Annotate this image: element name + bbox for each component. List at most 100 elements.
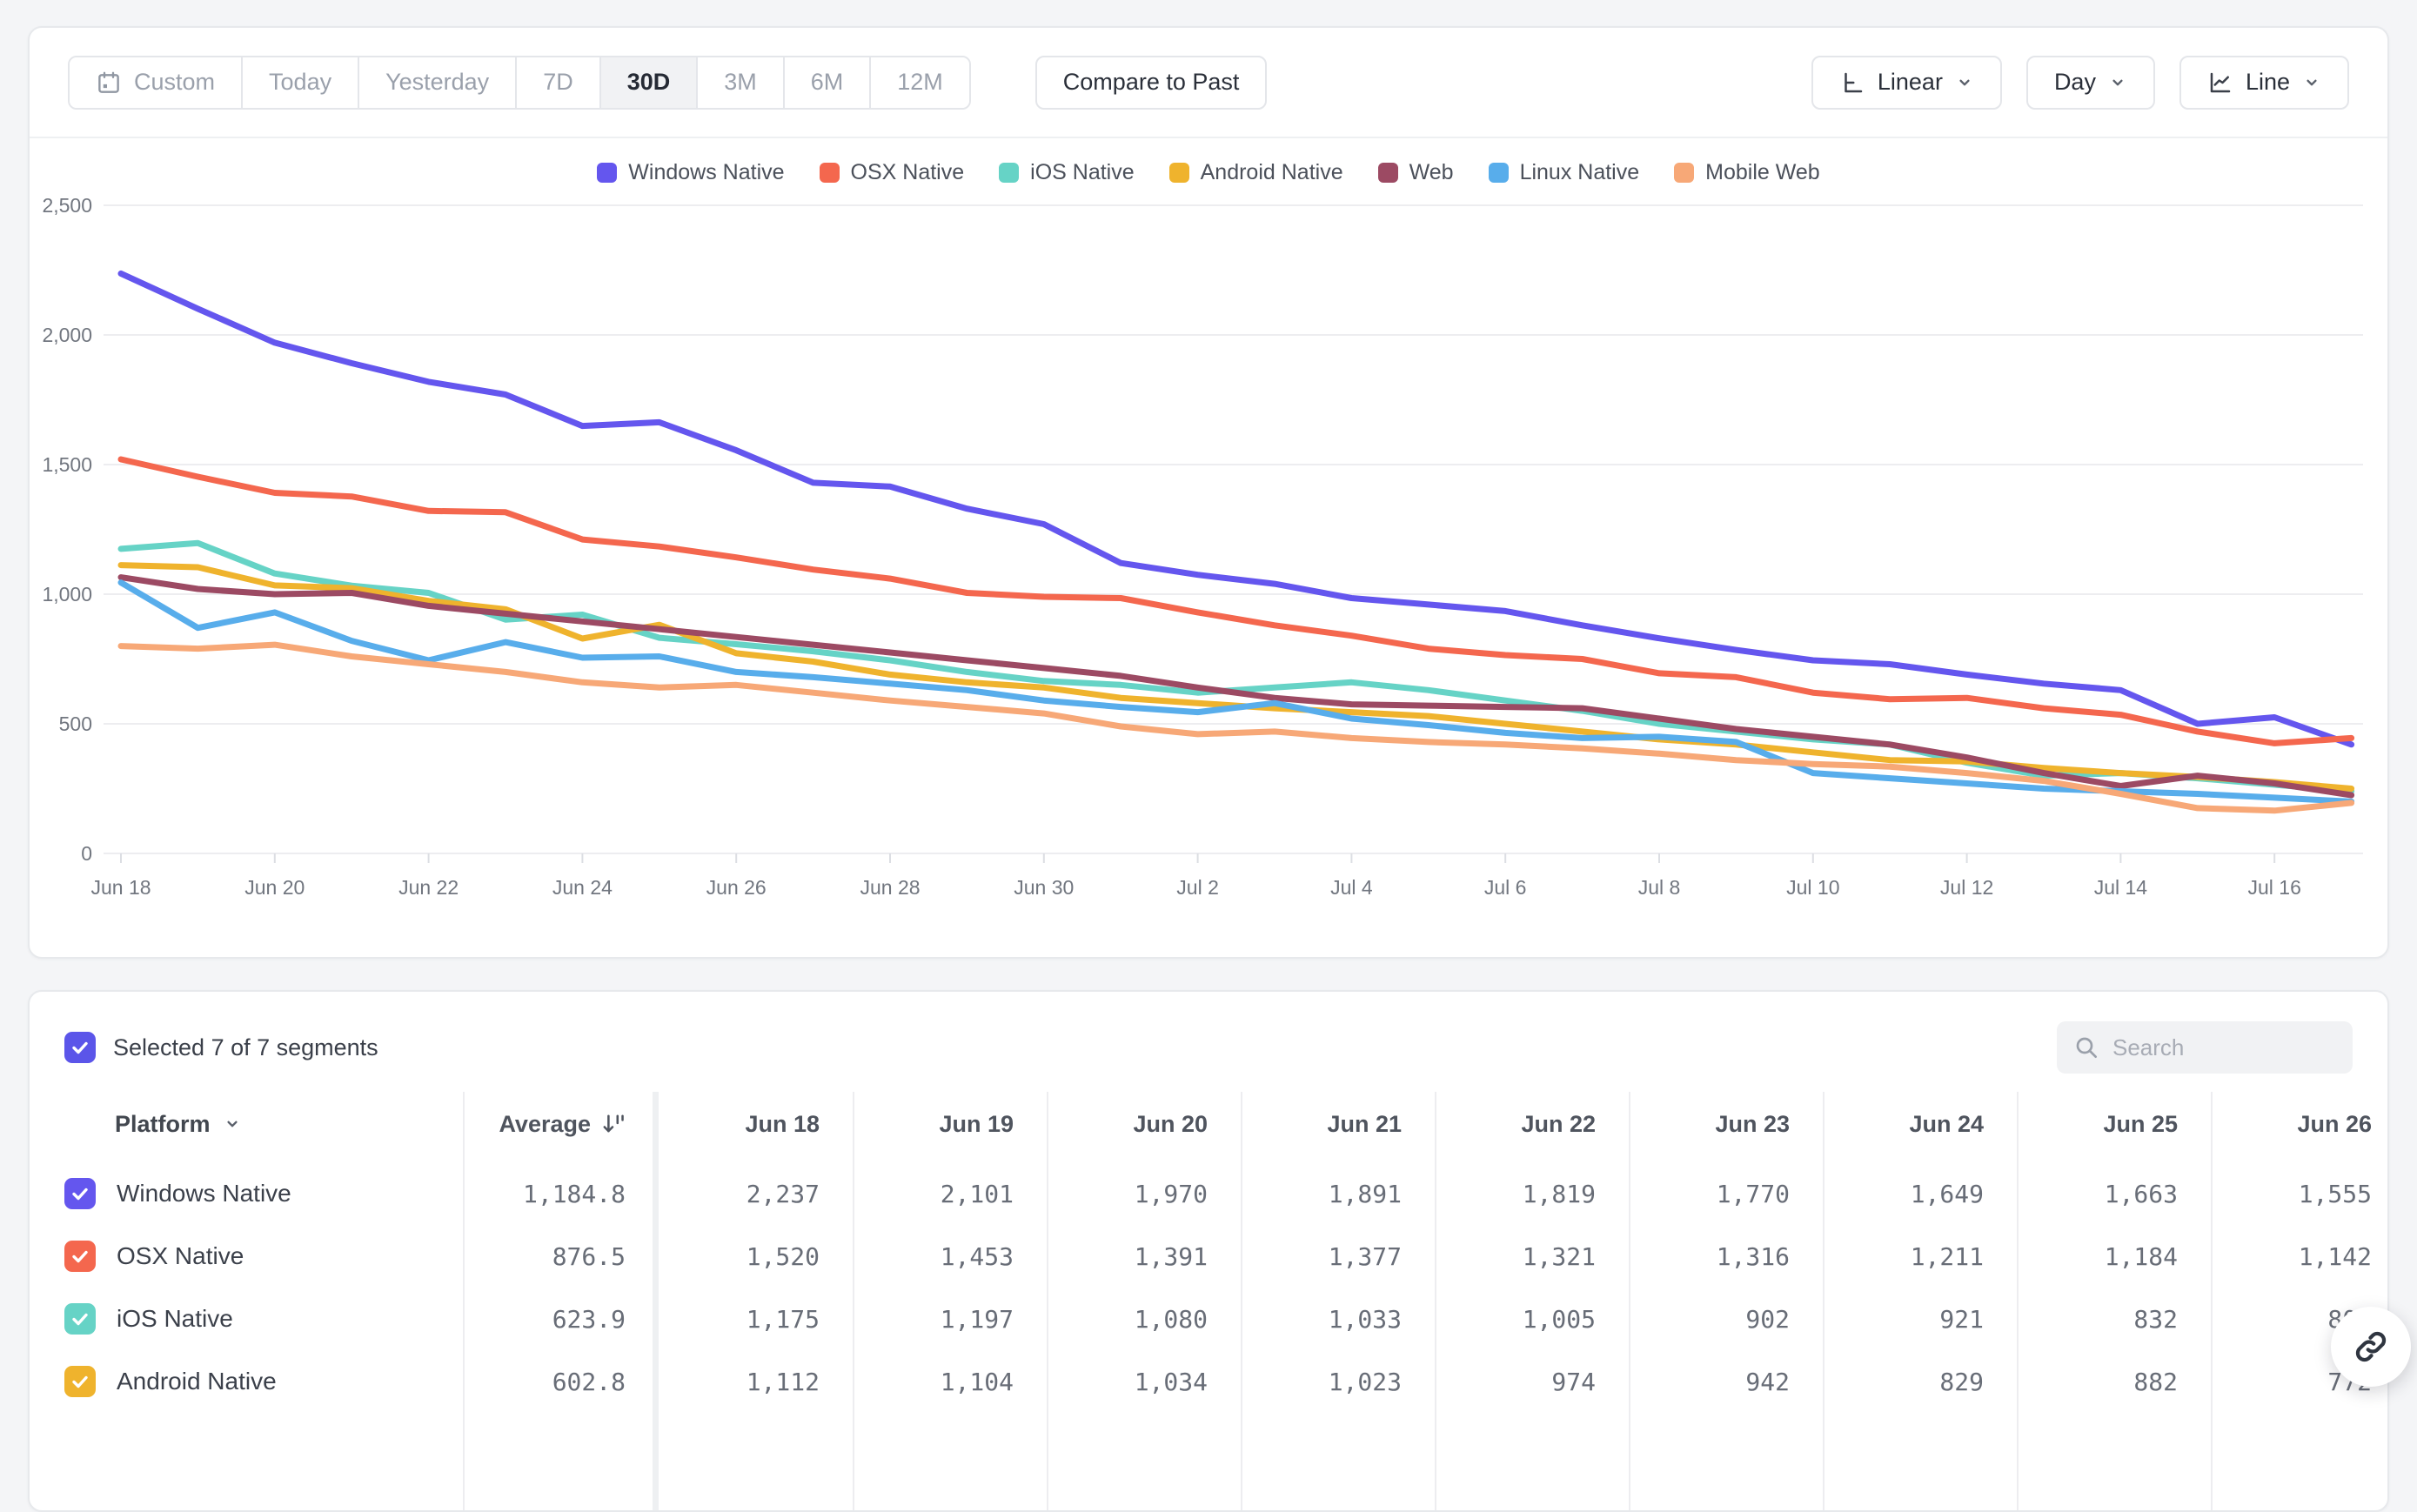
legend-swatch <box>597 163 618 183</box>
date-column-header[interactable]: Jun 18 <box>745 1110 820 1137</box>
interval-dropdown[interactable]: Day <box>2025 55 2155 110</box>
day-value: 1,316 <box>1716 1241 1790 1271</box>
chart-canvas[interactable]: 0 500 1,000 1,500 2,000 2,500 Jun 18 Jun 20 Jun … <box>30 158 2391 950</box>
range-custom-button[interactable]: Custom <box>70 57 242 108</box>
day-value: 1,321 <box>1522 1241 1596 1271</box>
platform-label: OSX Native <box>117 1242 244 1269</box>
chart-legend: Windows Native OSX Native iOS Native Androi… <box>30 160 2387 185</box>
average-value: 876.5 <box>552 1241 626 1271</box>
legend-label: OSX Native <box>850 160 965 184</box>
day-value: 1,520 <box>746 1241 820 1271</box>
x-axis-tick-label: Jul 4 <box>1330 876 1373 899</box>
scale-dropdown[interactable]: Linear <box>1811 55 2002 110</box>
check-icon <box>72 1041 88 1054</box>
legend-swatch <box>1168 163 1189 183</box>
segment-checkbox[interactable] <box>64 1366 96 1397</box>
day-value: 1,033 <box>1328 1304 1402 1334</box>
legend-item-osx-native[interactable]: OSX Native <box>819 160 965 185</box>
compare-to-past-label: Compare to Past <box>1062 69 1240 95</box>
chevron-down-icon <box>2108 73 2127 92</box>
series-web[interactable] <box>117 574 2355 799</box>
date-column-header[interactable]: Jun 19 <box>939 1110 1014 1137</box>
range-label: 7D <box>543 69 573 95</box>
legend-item-android-native[interactable]: Android Native <box>1168 160 1343 185</box>
platform-label: Windows Native <box>117 1180 291 1207</box>
range-label: 3M <box>724 69 757 95</box>
series-osx-native[interactable] <box>117 456 2355 746</box>
x-axis-tick-label: Jun 24 <box>552 876 613 899</box>
x-axis-tick-label: Jul 14 <box>2094 876 2148 899</box>
platform-label: iOS Native <box>117 1305 233 1332</box>
series-linux-native[interactable] <box>117 579 2355 805</box>
select-all-checkbox[interactable] <box>64 1032 96 1063</box>
date-column-header[interactable]: Jun 25 <box>2103 1110 2178 1137</box>
segments-search <box>2057 1021 2353 1074</box>
range-today-button[interactable]: Today <box>241 57 358 108</box>
range-7d-button[interactable]: 7D <box>515 57 599 108</box>
day-value: 1,142 <box>2298 1241 2372 1271</box>
day-value: 1,555 <box>2298 1179 2372 1208</box>
range-12m-button[interactable]: 12M <box>869 57 969 108</box>
chart-card: Custom Today Yesterday 7D 30D 3M 6M 12M Compare… <box>28 26 2389 959</box>
column-divider <box>653 1092 659 1510</box>
legend-item-linux-native[interactable]: Linux Native <box>1488 160 1640 185</box>
segment-checkbox[interactable] <box>64 1241 96 1272</box>
date-column-header[interactable]: Jun 21 <box>1327 1110 1402 1137</box>
segment-checkbox[interactable] <box>64 1303 96 1335</box>
legend-item-web[interactable]: Web <box>1377 160 1454 185</box>
range-yesterday-button[interactable]: Yesterday <box>358 57 516 108</box>
legend-label: Linux Native <box>1519 160 1640 184</box>
x-axis-tick-label: Jul 2 <box>1176 876 1219 899</box>
link-icon <box>2352 1328 2390 1366</box>
series-android-native[interactable] <box>117 562 2355 792</box>
legend-label: Windows Native <box>628 160 785 184</box>
day-value: 1,391 <box>1134 1241 1208 1271</box>
legend-label: Android Native <box>1200 160 1343 184</box>
average-column-header[interactable]: Average <box>463 1111 659 1138</box>
interval-dropdown-label: Day <box>2053 69 2096 95</box>
table-row-android-native: Android Native 602.8 1,112 1,104 1,034 1,023 9… <box>30 1350 2387 1413</box>
line-chart-icon <box>2207 70 2233 96</box>
legend-item-ios-native[interactable]: iOS Native <box>999 160 1135 185</box>
day-value: 832 <box>2133 1304 2178 1334</box>
search-icon <box>2072 1034 2100 1061</box>
chart-type-dropdown[interactable]: Line <box>2179 55 2349 110</box>
date-column-header[interactable]: Jun 23 <box>1715 1110 1790 1137</box>
series-mobile-web[interactable] <box>117 641 2355 814</box>
day-value: 1,770 <box>1716 1179 1790 1208</box>
chart-type-dropdown-label: Line <box>2245 69 2290 95</box>
x-axis-tick-label: Jun 28 <box>860 876 920 899</box>
day-value: 1,034 <box>1134 1367 1208 1396</box>
platform-label: Android Native <box>117 1368 277 1395</box>
segments-table-card: Selected 7 of 7 segments Platform Averag… <box>28 990 2389 1512</box>
series-windows-native[interactable] <box>117 270 2355 748</box>
date-column-header[interactable]: Jun 22 <box>1521 1110 1596 1137</box>
x-axis-tick-label: Jul 16 <box>2248 876 2301 899</box>
check-icon <box>72 1250 88 1263</box>
table-row-ios-native: iOS Native 623.9 1,175 1,197 1,080 1,033 1,005… <box>30 1288 2387 1350</box>
search-input[interactable] <box>2112 1034 2337 1061</box>
legend-label: Web <box>1409 160 1454 184</box>
range-3m-button[interactable]: 3M <box>696 57 783 108</box>
line-chart[interactable]: 0 500 1,000 1,500 2,000 2,500 Jun 18 Jun 20 Jun … <box>30 158 2391 950</box>
range-6m-button[interactable]: 6M <box>782 57 870 108</box>
y-axis-tick-label: 2,500 <box>42 194 92 217</box>
compare-to-past-button[interactable]: Compare to Past <box>1034 55 1268 110</box>
x-axis-tick-label: Jun 22 <box>398 876 459 899</box>
day-value: 902 <box>1745 1304 1790 1334</box>
chart-toolbar: Custom Today Yesterday 7D 30D 3M 6M 12M Compare… <box>30 28 2387 138</box>
legend-item-windows-native[interactable]: Windows Native <box>597 160 785 185</box>
segment-checkbox[interactable] <box>64 1178 96 1209</box>
platform-column-header[interactable]: Platform <box>30 1111 463 1138</box>
range-30d-button[interactable]: 30D <box>599 57 697 108</box>
column-divider <box>1047 1092 1048 1510</box>
date-column-header[interactable]: Jun 24 <box>1909 1110 1984 1137</box>
average-value: 602.8 <box>552 1367 626 1396</box>
y-axis-tick-label: 0 <box>81 842 92 865</box>
date-column-header[interactable]: Jun 26 <box>2297 1110 2372 1137</box>
day-value: 1,175 <box>746 1304 820 1334</box>
x-axis-tick-label: Jul 10 <box>1786 876 1839 899</box>
share-link-button[interactable] <box>2331 1307 2411 1387</box>
date-column-header[interactable]: Jun 20 <box>1133 1110 1208 1137</box>
legend-item-mobile-web[interactable]: Mobile Web <box>1674 160 1820 185</box>
